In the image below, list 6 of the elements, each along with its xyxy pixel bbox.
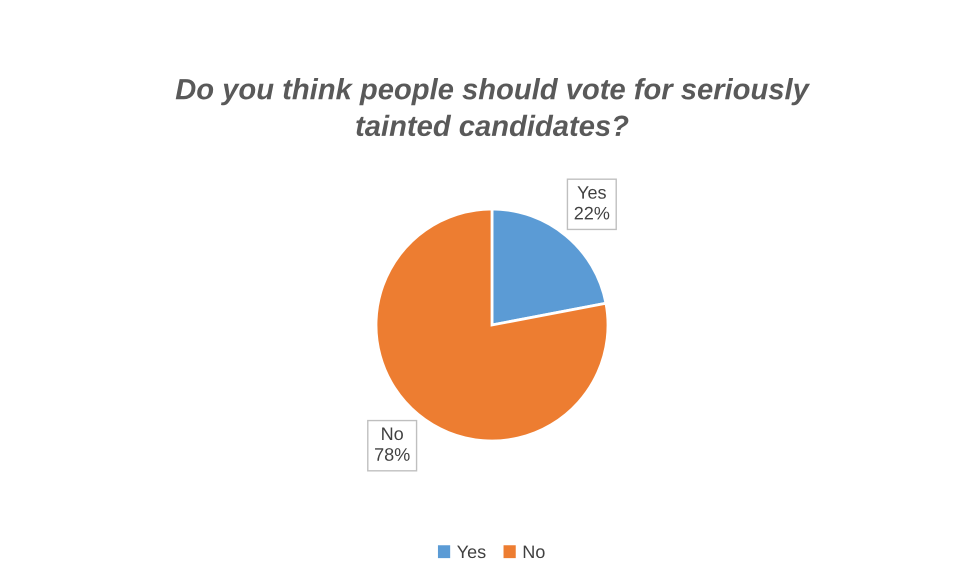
legend-label: No [524,546,545,558]
chart-title: Do you think people should vote for seriously tainted candidates? [176,78,810,136]
data-label: No 78% [375,428,410,461]
data-label: Yes 22% [574,186,610,220]
legend-label: Yes [457,546,486,558]
pie-slice [374,208,610,442]
